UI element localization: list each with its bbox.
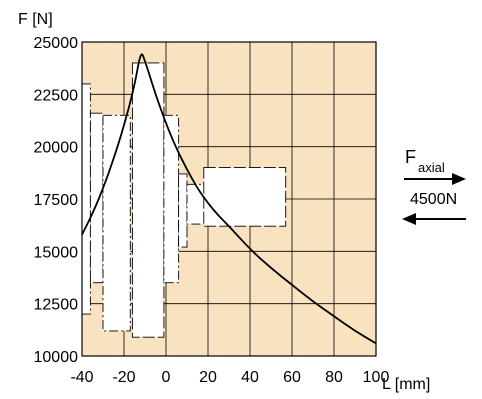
component-part-7 xyxy=(203,167,287,227)
x-axis-label: L [mm] xyxy=(382,376,430,393)
y-tick-label-5: 22500 xyxy=(34,87,79,104)
component-part-0 xyxy=(81,83,91,315)
x-tick-label-1: -20 xyxy=(112,369,135,386)
x-tick-label-2: 0 xyxy=(162,369,171,386)
force-curve-0 xyxy=(81,53,377,345)
right-arrow-icon xyxy=(452,173,466,185)
force-curve-layer xyxy=(81,53,377,345)
component-outline xyxy=(81,62,287,338)
component-part-3 xyxy=(131,62,165,338)
component-part-1 xyxy=(89,112,104,284)
x-tick-label-4: 40 xyxy=(241,369,259,386)
axial-force-annotation: F axial 4500N xyxy=(402,147,466,225)
axial-force-subscript: axial xyxy=(418,160,445,175)
y-tick-label-6: 25000 xyxy=(34,35,79,52)
axial-force-symbol: F xyxy=(405,147,416,167)
y-tick-label-1: 12500 xyxy=(34,297,79,314)
x-tick-label-7: 100 xyxy=(363,369,390,386)
left-arrow-icon xyxy=(402,213,416,225)
component-part-5 xyxy=(178,173,188,248)
x-tick-label-0: -40 xyxy=(70,369,93,386)
y-tick-label-4: 20000 xyxy=(34,140,79,157)
x-tick-label-6: 80 xyxy=(325,369,343,386)
x-tick-label-3: 20 xyxy=(199,369,217,386)
x-tick-label-5: 60 xyxy=(283,369,301,386)
y-axis-label: F [N] xyxy=(18,11,53,28)
x-tick-labels: -40 -20 0 20 40 60 80 100 xyxy=(70,369,389,386)
component-part-4 xyxy=(163,114,180,284)
y-tick-label-0: 10000 xyxy=(34,349,79,366)
y-tick-labels: 10000 12500 15000 17500 20000 22500 25000 xyxy=(34,35,79,366)
y-tick-label-2: 15000 xyxy=(34,244,79,261)
plot-frame xyxy=(81,41,377,357)
y-tick-label-3: 17500 xyxy=(34,192,79,209)
axial-force-value: 4500N xyxy=(410,191,457,208)
